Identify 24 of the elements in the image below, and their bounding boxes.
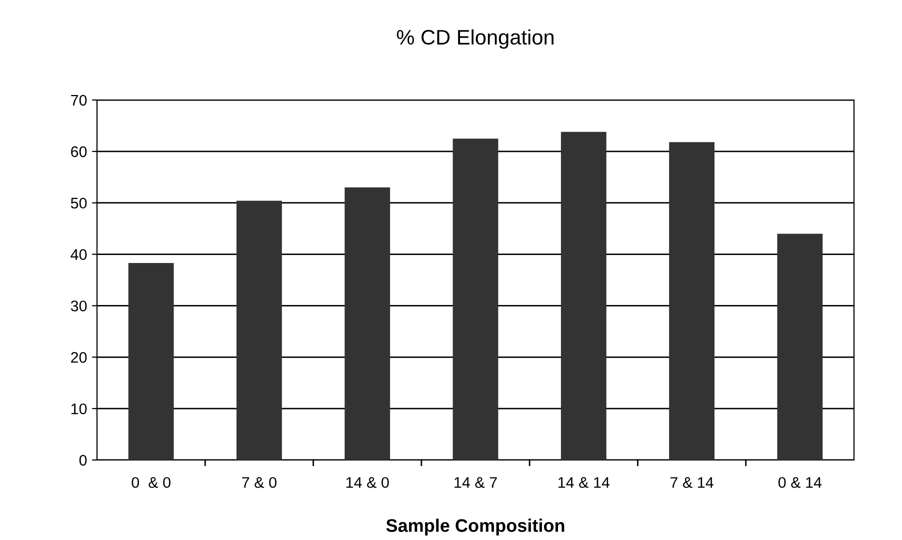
x-tick-label: 0 & 0	[132, 477, 170, 488]
y-tick-label: 20	[71, 352, 87, 363]
x-axis-title: Sample Composition	[386, 518, 564, 536]
x-tick-label: 0 & 14	[778, 477, 822, 488]
y-tick-label: 10	[71, 403, 87, 414]
chart-title: % CD Elongation	[396, 29, 554, 49]
x-tick-label: 7 & 14	[670, 477, 714, 488]
bar	[777, 234, 823, 460]
y-tick-label: 60	[71, 146, 87, 158]
y-tick-label: 0	[79, 454, 87, 466]
x-tick-label: 14 & 7	[454, 477, 497, 488]
x-tick-label: 7 & 0	[242, 477, 276, 488]
bar	[452, 138, 498, 460]
bar	[344, 187, 390, 460]
bar	[669, 142, 714, 460]
x-tick-label: 14 & 0	[346, 477, 389, 488]
y-tick-label: 70	[71, 94, 87, 106]
bar	[128, 263, 174, 460]
y-tick-label: 30	[70, 300, 87, 312]
x-tick-label: 14 & 14	[558, 477, 610, 488]
y-tick-label: 50	[70, 198, 87, 209]
y-tick-label: 40	[70, 249, 87, 260]
bar	[236, 200, 282, 460]
bar	[560, 132, 606, 460]
